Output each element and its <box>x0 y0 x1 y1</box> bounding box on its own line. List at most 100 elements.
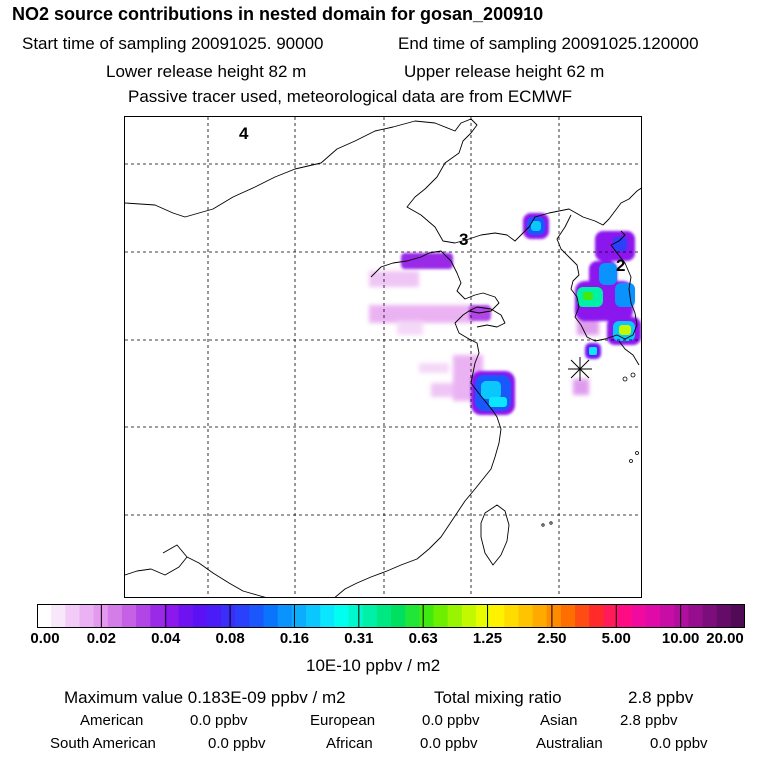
colorbar-swatch <box>150 604 166 628</box>
colorbar-tick-label: 0.63 <box>408 630 438 647</box>
china-sw-border <box>125 556 266 597</box>
colorbar-swatch <box>419 604 435 628</box>
colorbar-tick-label: 0.04 <box>151 630 181 647</box>
colorbar-svg <box>37 604 746 628</box>
colorbar <box>37 604 746 628</box>
tracer-note: Passive tracer used, meteorological data… <box>128 87 573 106</box>
colorbar-tick-label: 0.08 <box>215 630 245 647</box>
colorbar-swatch <box>716 604 732 628</box>
plume-cyan <box>489 397 507 407</box>
colorbar-swatch <box>192 604 208 628</box>
colorbar-unit: 10E-10 ppbv / m2 <box>306 656 441 675</box>
colorbar-swatch <box>546 604 562 628</box>
colorbar-tick-label: 10.00 <box>661 630 700 647</box>
start-time-label: Start time of sampling 20091025. 90000 <box>22 34 324 53</box>
plume-cyan <box>531 221 541 231</box>
upper-release-label: Upper release height 62 m <box>404 62 605 81</box>
colorbar-swatch <box>206 604 222 628</box>
colorbar-swatch <box>433 604 449 628</box>
colorbar-tick-label: 2.50 <box>537 630 567 647</box>
source-asian-name: Asian <box>540 712 578 729</box>
plume-cyan <box>481 381 501 399</box>
colorbar-swatch <box>405 604 420 628</box>
end-time-label: End time of sampling 20091025.120000 <box>398 34 699 53</box>
lower-release-label: Lower release height 82 m <box>106 62 307 81</box>
colorbar-swatch <box>575 604 590 628</box>
plume-faint <box>369 305 473 323</box>
coastlines <box>125 118 641 597</box>
source-african-value: 0.0 ppbv <box>420 735 478 752</box>
total-mixing-value: 2.8 ppbv <box>628 688 694 707</box>
colorbar-swatch <box>461 604 477 628</box>
taiwan <box>480 504 510 566</box>
plume-green <box>583 292 593 300</box>
colorbar-swatch <box>51 604 66 628</box>
colorbar-swatch <box>490 604 505 628</box>
plume-violet <box>401 253 453 269</box>
mainland-interior <box>162 544 188 558</box>
colorbar-swatch <box>674 604 689 628</box>
source-american-name: American <box>80 712 144 729</box>
colorbar-swatch <box>504 604 520 628</box>
region-label-4: 4 <box>239 124 249 143</box>
china-ne-border <box>406 132 641 244</box>
plume-blue <box>615 283 635 307</box>
source-south-american-name: South American <box>50 735 156 752</box>
source-african-name: African <box>326 735 373 752</box>
colorbar-tick-label: 1.25 <box>472 630 503 647</box>
colorbar-swatch <box>79 604 95 628</box>
islands <box>541 372 639 527</box>
source-south-american-value: 0.0 ppbv <box>208 735 266 752</box>
colorbar-swatch <box>660 604 675 628</box>
colorbar-tick-label: 20.00 <box>706 630 744 647</box>
colorbar-tick-label: 5.00 <box>601 630 631 647</box>
colorbar-swatch <box>334 604 350 628</box>
colorbar-swatch <box>277 604 293 628</box>
plume-faint <box>369 271 419 287</box>
colorbar-swatch <box>376 604 392 628</box>
colorbar-swatch <box>263 604 279 628</box>
colorbar-swatch <box>320 604 335 628</box>
source-european-value: 0.0 ppbv <box>422 712 480 729</box>
plot-title: NO2 source contributions in nested domai… <box>12 4 544 24</box>
colorbar-swatch <box>221 604 236 628</box>
graticule <box>125 117 641 597</box>
colorbar-swatch <box>235 604 250 628</box>
mongolia-border <box>125 118 478 218</box>
colorbar-swatch <box>603 604 619 628</box>
colorbar-swatch <box>348 604 364 628</box>
plume-green <box>619 325 631 335</box>
colorbar-swatch <box>560 604 576 628</box>
colorbar-swatch <box>617 604 633 628</box>
region-label-2: 2 <box>616 256 625 275</box>
colorbar-swatch <box>730 604 746 628</box>
plume-cyan <box>589 347 597 355</box>
source-asian-value: 2.8 ppbv <box>620 712 678 729</box>
maximum-value-label: Maximum value 0.183E-09 ppbv / m2 <box>64 688 346 707</box>
colorbar-tick-label: 0.00 <box>30 630 60 647</box>
colorbar-swatch <box>518 604 534 628</box>
colorbar-swatch <box>391 604 406 628</box>
colorbar-tick-label: 0.16 <box>279 630 310 647</box>
colorbar-swatch <box>121 604 137 628</box>
colorbar-swatch <box>645 604 661 628</box>
colorbar-swatch <box>447 604 463 628</box>
colorbar-swatch <box>631 604 647 628</box>
colorbar-swatch <box>589 604 604 628</box>
receptor-star-icon <box>568 357 592 381</box>
source-australian-name: Australian <box>536 735 603 752</box>
colorbar-swatch <box>65 604 81 628</box>
concentration-field <box>369 213 641 415</box>
plume-faint <box>419 363 449 373</box>
colorbar-swatch <box>688 604 704 628</box>
plume-faint <box>573 379 589 395</box>
colorbar-swatch <box>107 604 123 628</box>
region-label-3: 3 <box>459 230 468 249</box>
colorbar-swatch <box>136 604 151 628</box>
bohai-coast <box>334 250 502 597</box>
map-svg: 4 3 2 <box>125 117 641 597</box>
source-american-value: 0.0 ppbv <box>190 712 248 729</box>
colorbar-swatch <box>249 604 265 628</box>
colorbar-swatch <box>475 604 491 628</box>
colorbar-swatch <box>178 604 194 628</box>
